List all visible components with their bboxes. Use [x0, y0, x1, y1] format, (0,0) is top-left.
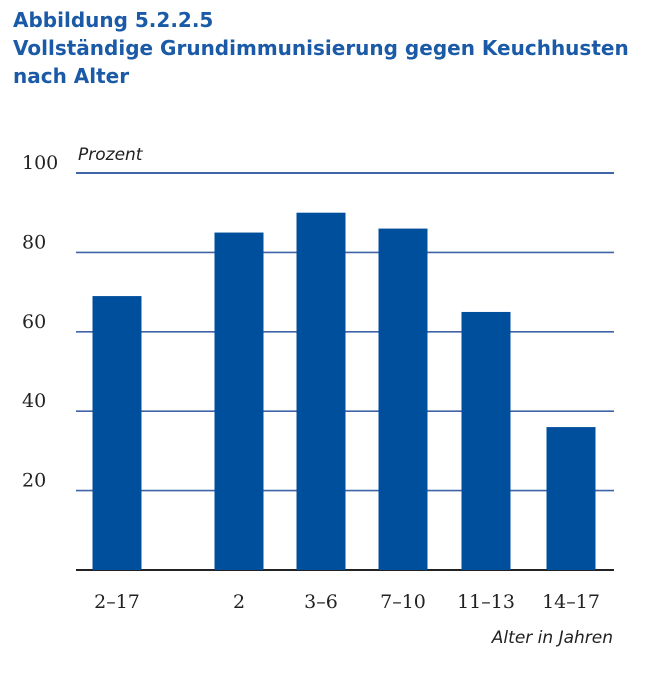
x-tick-labels: 2–17 2 3–6 7–10 11–13 14–17: [94, 591, 600, 613]
bars: [92, 212, 596, 571]
bar-5: [461, 311, 511, 570]
x-tick-label: 7–10: [380, 591, 426, 613]
x-tick-label: 11–13: [457, 591, 515, 613]
x-tick-label: 3–6: [304, 591, 338, 613]
y-tick-label: 100: [22, 152, 58, 174]
figure-title-line2: nach Alter: [13, 64, 130, 88]
x-tick-label: 2–17: [94, 591, 140, 613]
y-axis-label: Prozent: [78, 145, 144, 165]
y-tick-label: 60: [22, 311, 46, 333]
chart-title-block: Abbildung 5.2.2.5 Vollständige Grundimmu…: [13, 6, 629, 90]
x-tick-label: 14–17: [542, 591, 600, 613]
y-tick-label: 20: [22, 470, 46, 492]
x-tick-label: 2: [233, 591, 245, 613]
bar-3: [296, 212, 346, 570]
bar-4: [378, 228, 428, 570]
bar-6: [546, 427, 596, 570]
y-tick-labels: 20 40 60 80 100: [22, 152, 58, 492]
bar-2: [214, 232, 264, 571]
y-tick-label: 40: [22, 390, 46, 412]
figure-number: Abbildung 5.2.2.5: [13, 8, 214, 32]
y-tick-label: 80: [22, 231, 46, 253]
figure-title-line1: Vollständige Grundimmunisierung gegen Ke…: [13, 36, 629, 60]
x-axis-label: Alter in Jahren: [491, 628, 613, 648]
bar-1: [92, 296, 142, 570]
